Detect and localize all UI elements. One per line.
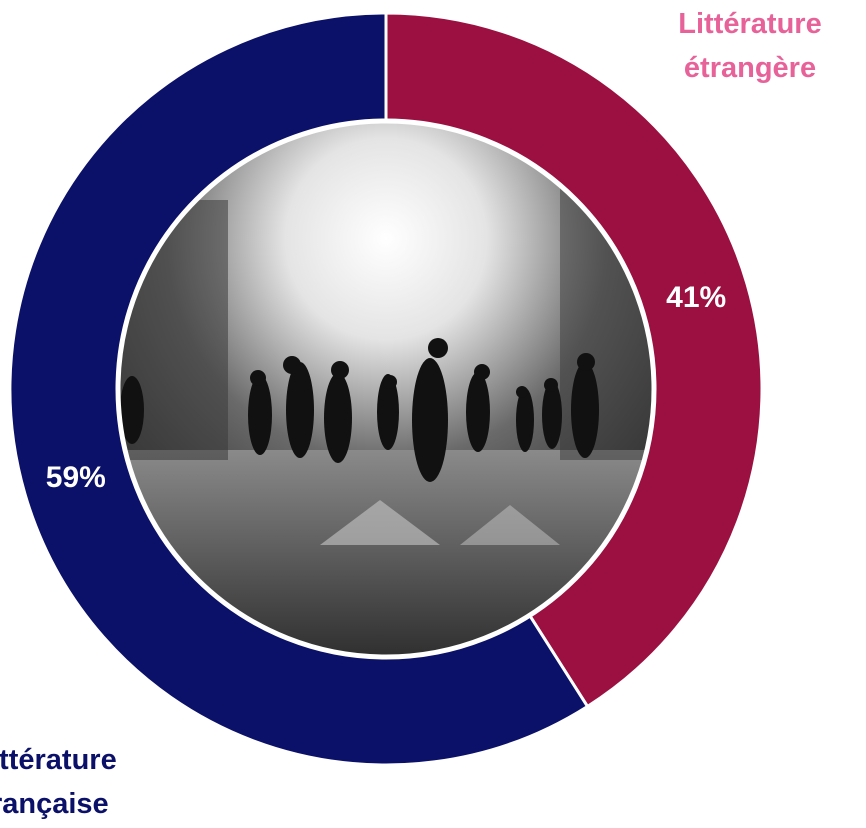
value-label: 59% bbox=[46, 461, 106, 494]
photo-border bbox=[115, 118, 657, 660]
category-label: Littérature française bbox=[0, 744, 117, 820]
category-label: Littérature étrangère bbox=[678, 8, 822, 84]
value-label: 41% bbox=[666, 281, 726, 314]
value-labels: 41% 59% bbox=[46, 281, 726, 494]
